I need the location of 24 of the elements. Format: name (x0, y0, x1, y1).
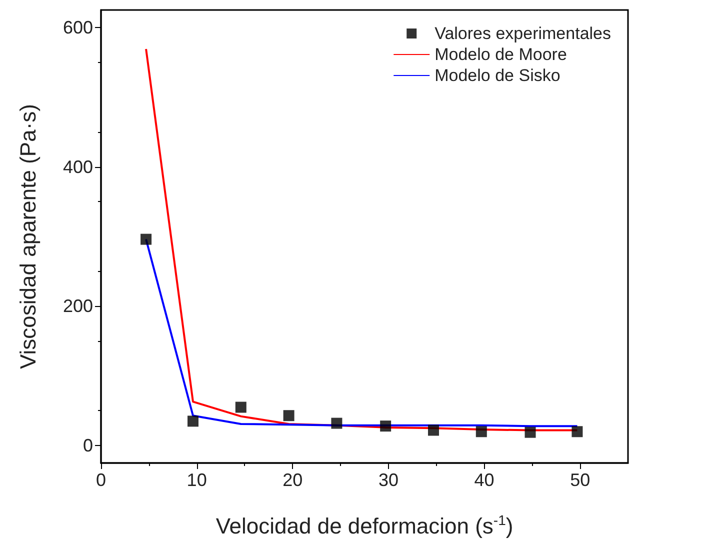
legend-label: Modelo de Sisko (434, 66, 560, 85)
point (331, 418, 342, 429)
point (380, 420, 392, 432)
y-tick-label: 0 (82, 436, 93, 456)
x-tick-label: 20 (282, 470, 303, 490)
legend-label: Valores experimentales (434, 24, 612, 43)
point (140, 234, 152, 245)
point (524, 426, 536, 438)
y-axis-title: Viscosidad aparente (Pa·s) (16, 104, 40, 369)
point (572, 426, 583, 438)
y-tick-label: 200 (62, 296, 93, 316)
x-tick-label: 40 (474, 470, 494, 490)
point (428, 424, 439, 436)
x-tick-label: 10 (186, 470, 207, 490)
x-tick-label: 50 (570, 470, 590, 490)
legend-label: Modelo de Moore (434, 45, 567, 64)
point (235, 402, 246, 413)
y-tick-label: 600 (62, 17, 93, 38)
x-tick-label: 0 (96, 470, 106, 490)
y-tick-label: 400 (62, 156, 93, 177)
point (187, 416, 198, 427)
point (283, 410, 294, 422)
x-tick-label: 30 (378, 470, 398, 490)
point (476, 426, 487, 438)
